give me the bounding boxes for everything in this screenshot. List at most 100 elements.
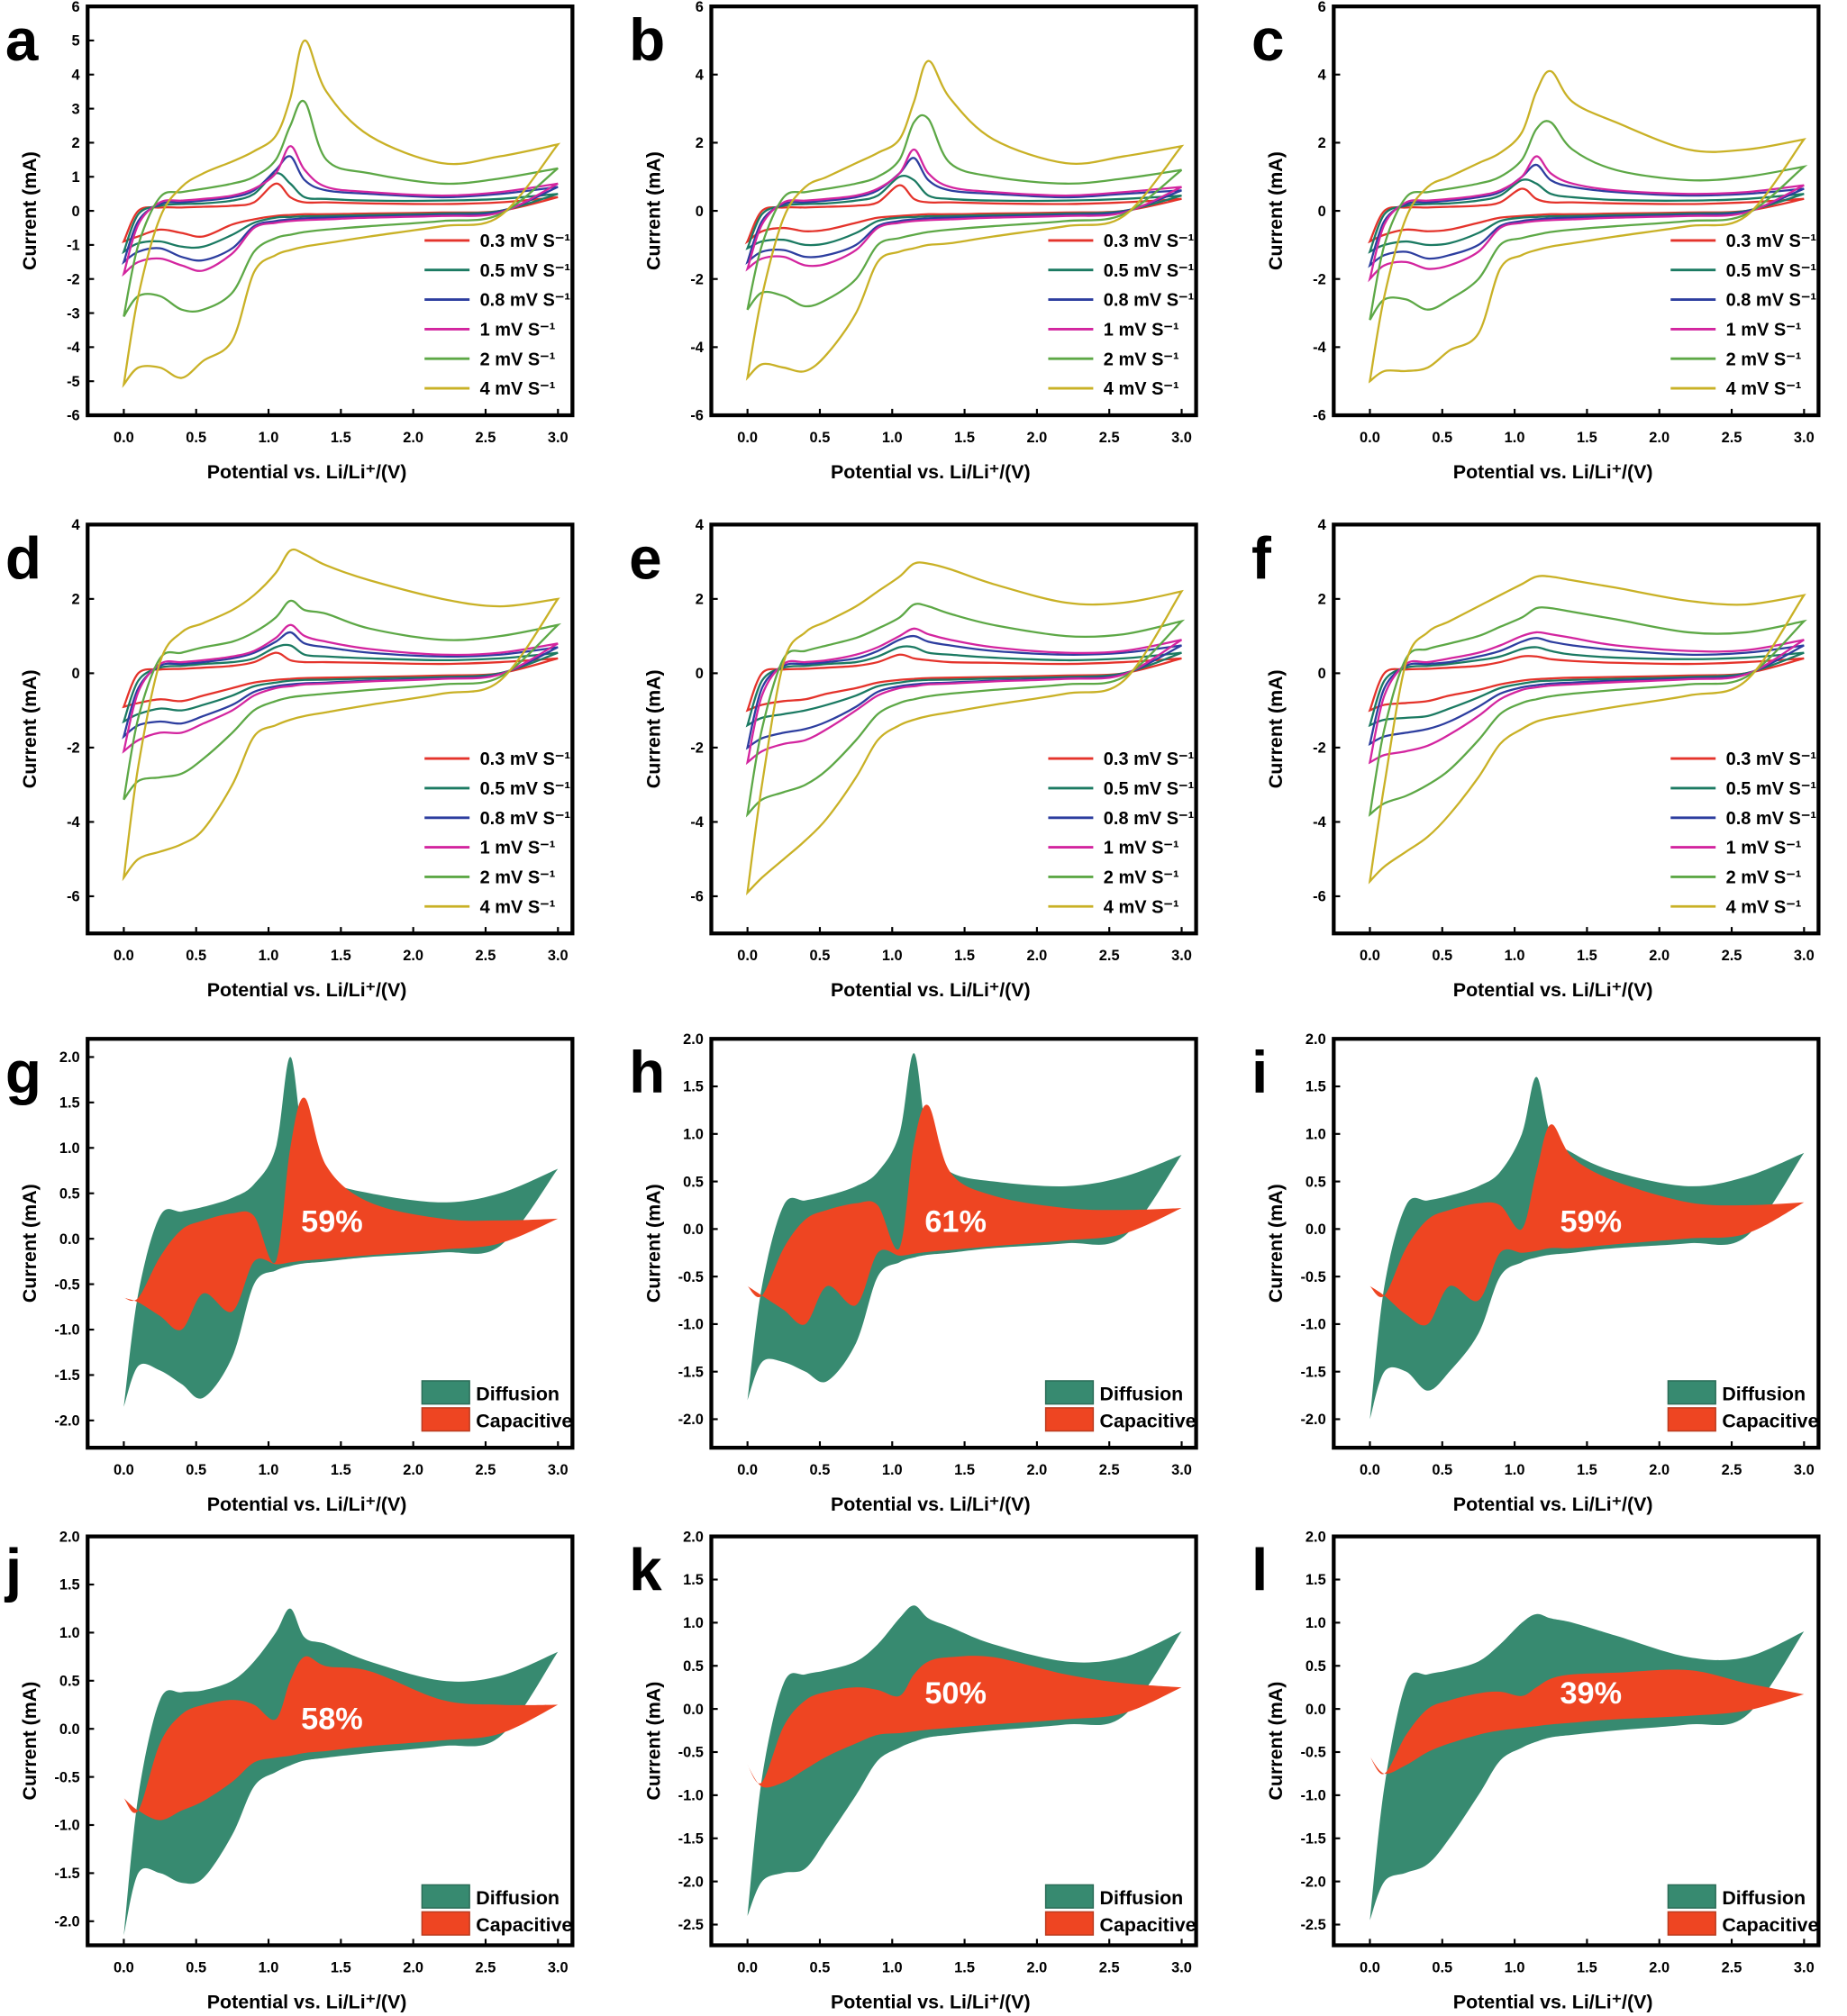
cv-curve-2-mv <box>745 603 1186 818</box>
y-tick-label: -2.0 <box>678 1412 704 1428</box>
x-tick-label: 0.5 <box>810 948 831 964</box>
x-axis-label: Potential vs. Li/Li⁺/(V) <box>1453 1494 1653 1515</box>
x-tick-label: 3.0 <box>1171 1462 1192 1478</box>
y-tick-label: 4 <box>696 67 705 83</box>
x-tick-label: 0.0 <box>1360 948 1380 964</box>
x-axis-label: Potential vs. Li/Li⁺/(V) <box>831 1494 1031 1515</box>
plot-frame <box>86 1534 575 1948</box>
capacitive-area <box>123 1656 559 1821</box>
x-tick-label: 1.0 <box>882 430 903 446</box>
cv-curve-4-mv <box>745 59 1185 381</box>
cv-curve-0.8-mv <box>745 634 1182 750</box>
x-tick-label: 3.0 <box>1794 1959 1815 1975</box>
y-tick-label: 1.5 <box>59 1577 80 1594</box>
y-tick-label: -6 <box>690 408 704 424</box>
cv-curve-0.5-mv <box>1368 178 1805 254</box>
y-axis-label: Current (mA) <box>1265 1184 1287 1303</box>
y-tick-label: -1.5 <box>54 1866 79 1882</box>
x-tick-label: 1.5 <box>331 1959 351 1975</box>
y-tick-label: 1.0 <box>59 1140 80 1157</box>
capacitive-area <box>747 1656 1182 1788</box>
legend-label: 2 mV S⁻¹ <box>480 350 556 369</box>
cv-curve-0.8-mv <box>1368 163 1805 268</box>
plot-frame <box>86 1037 575 1450</box>
y-tick-label: -5 <box>67 374 80 390</box>
x-tick-label: 0.5 <box>186 948 206 964</box>
panel-letter: d <box>5 525 41 591</box>
x-tick-label: 0.5 <box>1432 1462 1452 1478</box>
cv-curve-0.5-mv <box>745 645 1182 728</box>
x-tick-label: 0.5 <box>1432 430 1452 446</box>
y-tick-label: -1.0 <box>1300 1788 1325 1804</box>
capacitive-area <box>1369 1124 1805 1326</box>
cv-curve-0.8-mv <box>122 155 559 266</box>
capacitive-area <box>1369 1669 1805 1775</box>
cv-curve-2-mv <box>123 599 562 801</box>
y-tick-label: 2 <box>72 135 80 151</box>
legend-label-capacitive: Capacitive <box>1722 1410 1818 1431</box>
x-axis-label: Potential vs. Li/Li⁺/(V) <box>207 1494 407 1515</box>
legend-swatch-capacitive <box>1044 1407 1095 1432</box>
y-tick-label: -4 <box>1313 340 1326 356</box>
y-tick-label: -6 <box>1313 408 1326 424</box>
legend-label: 0.5 mV S⁻¹ <box>1104 779 1195 799</box>
cv-curve-0.3-mv <box>744 184 1182 245</box>
y-tick-label: 5 <box>72 33 80 50</box>
x-tick-label: 0.0 <box>114 948 134 964</box>
cv-curve-0.5-mv <box>122 172 559 255</box>
cv-curve-2-mv <box>746 114 1183 311</box>
x-tick-label: 2.0 <box>1026 1959 1047 1975</box>
y-tick-label: -1.0 <box>678 1317 704 1333</box>
legend-label-diffusion: Diffusion <box>1722 1383 1806 1404</box>
y-tick-label: 1.5 <box>1306 1079 1326 1095</box>
legend-label: 2 mV S⁻¹ <box>480 868 556 888</box>
y-tick-label: 1.5 <box>683 1572 704 1588</box>
y-tick-label: -2 <box>1313 271 1326 287</box>
cv-curve-1-mv <box>1368 631 1805 765</box>
legend-label: 0.8 mV S⁻¹ <box>480 291 571 311</box>
x-axis-label: Potential vs. Li/Li⁺/(V) <box>1453 461 1653 483</box>
y-tick-label: -0.5 <box>1300 1269 1325 1285</box>
legend-label: 0.3 mV S⁻¹ <box>1104 749 1195 769</box>
x-tick-label: 0.0 <box>737 430 758 446</box>
y-tick-label: -2.5 <box>678 1917 704 1933</box>
y-tick-label: 6 <box>696 0 704 15</box>
y-tick-label: -2.0 <box>678 1874 704 1890</box>
y-tick-label: -4 <box>690 814 704 831</box>
x-tick-label: 1.0 <box>259 1462 279 1478</box>
plot-frame <box>709 522 1198 936</box>
x-tick-label: 1.0 <box>259 948 279 964</box>
x-tick-label: 1.0 <box>882 1959 903 1975</box>
y-axis-label: Current (mA) <box>19 669 41 788</box>
y-tick-label: 2 <box>72 592 80 608</box>
cv-curve-1-mv <box>122 623 559 754</box>
panel-f: f 0.3 mV S⁻¹ 0.5 mV S⁻¹ 0.8 mV S⁻¹ 1 mV S⁻¹ 2… <box>1251 517 1821 1001</box>
legend-label: 0.8 mV S⁻¹ <box>480 809 571 829</box>
x-tick-label: 3.0 <box>1171 430 1192 446</box>
x-tick-label: 1.0 <box>1505 1462 1525 1478</box>
y-tick-label: 0.0 <box>683 1702 704 1718</box>
x-tick-label: 0.5 <box>1432 1959 1452 1975</box>
y-tick-label: -4 <box>67 814 80 831</box>
legend-swatch-capacitive <box>1667 1911 1716 1936</box>
cv-curve-0.5-mv <box>122 643 559 724</box>
x-tick-label: 0.5 <box>186 430 206 446</box>
y-tick-label: 2.0 <box>59 1529 80 1545</box>
x-tick-label: 1.5 <box>331 430 351 446</box>
diffusion-area <box>123 1608 559 1936</box>
cv-curve-4-mv <box>1368 575 1806 885</box>
cv-curve-4-mv <box>122 548 560 882</box>
x-tick-label: 2.5 <box>476 948 496 964</box>
diffusion-area <box>1369 1076 1805 1420</box>
y-tick-label: 0.0 <box>683 1221 704 1238</box>
x-tick-label: 0.0 <box>114 1959 134 1975</box>
plot-frame <box>709 1534 1198 1948</box>
cv-curve-0.5-mv <box>745 175 1182 250</box>
x-tick-label: 1.5 <box>954 1959 975 1975</box>
legend-label: 2 mV S⁻¹ <box>1104 350 1179 369</box>
y-tick-label: 0.0 <box>59 1231 80 1248</box>
y-tick-label: -0.5 <box>1300 1745 1325 1761</box>
y-tick-label: 1.0 <box>59 1625 80 1641</box>
y-tick-label: 2.0 <box>683 1031 704 1048</box>
legend-swatch-diffusion <box>1667 1884 1716 1909</box>
